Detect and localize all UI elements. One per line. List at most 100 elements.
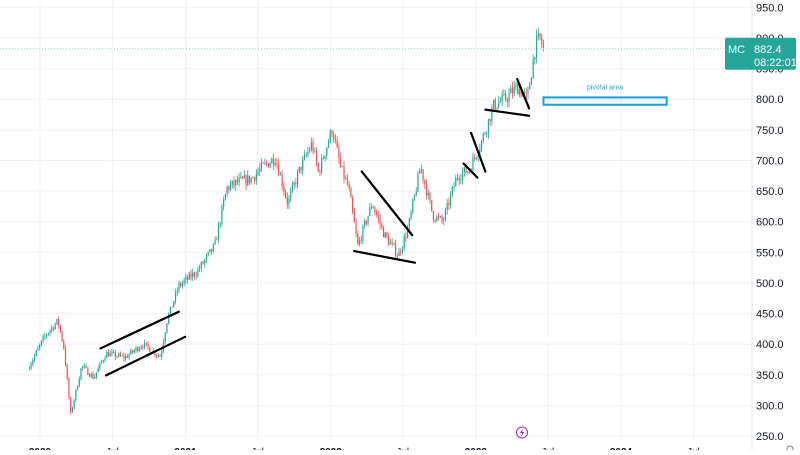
- y-tick-label: 350.0: [756, 370, 784, 382]
- candle: [145, 342, 147, 347]
- candle: [475, 157, 478, 161]
- candle-body: [298, 166, 300, 172]
- candle: [422, 168, 424, 184]
- candle: [288, 195, 290, 209]
- candle: [40, 340, 43, 347]
- candle: [398, 247, 400, 257]
- candle-body: [54, 323, 56, 330]
- candle-body: [228, 186, 230, 190]
- candle: [333, 130, 335, 143]
- candle: [511, 81, 514, 99]
- candle-body: [310, 142, 312, 150]
- candle-body: [113, 352, 115, 353]
- candle: [455, 174, 457, 187]
- candle-body: [111, 352, 113, 354]
- candle-body: [400, 251, 402, 253]
- candle-body: [70, 397, 72, 413]
- trendline[interactable]: [462, 162, 479, 179]
- candle-body: [281, 174, 283, 187]
- pivotal-area-zone[interactable]: pivotal area: [542, 84, 668, 106]
- candle-body: [39, 344, 41, 348]
- candle: [214, 236, 216, 246]
- candle-body: [178, 283, 180, 292]
- candle: [431, 200, 433, 212]
- trendline[interactable]: [104, 335, 187, 377]
- candle-body: [259, 168, 261, 172]
- candle-body: [537, 33, 539, 37]
- axis-settings[interactable]: [786, 445, 794, 453]
- candle-body: [434, 220, 436, 221]
- candle: [386, 231, 388, 239]
- trendline[interactable]: [516, 77, 531, 110]
- candle-body: [154, 350, 156, 355]
- candle: [296, 169, 299, 189]
- candle: [394, 239, 397, 258]
- candle-body: [369, 207, 371, 216]
- candle-body: [247, 175, 249, 185]
- candle-body: [173, 301, 175, 308]
- candle: [419, 168, 421, 175]
- candle: [243, 169, 245, 179]
- candle-body: [474, 157, 476, 159]
- gear-icon[interactable]: [786, 445, 794, 453]
- candle: [257, 167, 259, 177]
- trendline[interactable]: [360, 170, 414, 237]
- candle-body: [193, 272, 196, 277]
- candle: [78, 376, 80, 388]
- candle-body: [486, 132, 488, 134]
- candle-body: [269, 163, 271, 168]
- trendline[interactable]: [484, 108, 531, 117]
- candle-body: [398, 251, 400, 256]
- candle-body: [68, 378, 70, 398]
- trendline[interactable]: [353, 249, 417, 264]
- candle: [49, 329, 51, 337]
- candle: [542, 39, 545, 52]
- candle-body: [489, 119, 491, 122]
- candle-body: [284, 191, 287, 198]
- candle-body: [367, 215, 369, 224]
- candle-body: [407, 228, 409, 238]
- candle-body: [90, 373, 92, 377]
- drawings[interactable]: [99, 77, 531, 377]
- candle: [217, 221, 220, 244]
- candle-body: [224, 194, 226, 201]
- candle: [508, 88, 510, 108]
- candle-body: [266, 162, 268, 164]
- candle: [539, 32, 541, 41]
- candle: [176, 287, 178, 297]
- candle-body: [358, 239, 361, 245]
- candle: [193, 271, 196, 280]
- candle-body: [362, 225, 364, 241]
- candle-body: [465, 167, 467, 173]
- candle: [429, 191, 431, 204]
- candle: [200, 261, 202, 272]
- candle: [245, 173, 247, 191]
- candle: [149, 346, 151, 353]
- candle: [162, 338, 165, 353]
- candle-body: [441, 216, 443, 221]
- candle: [204, 258, 206, 268]
- zone-rect[interactable]: [542, 96, 668, 106]
- candle-body: [460, 179, 462, 181]
- candle: [343, 161, 345, 184]
- candle-body: [47, 333, 49, 335]
- lightning-icon[interactable]: [516, 426, 528, 439]
- candle-body: [66, 365, 68, 379]
- trendline[interactable]: [99, 310, 180, 350]
- candle: [312, 138, 314, 155]
- candle-body: [439, 216, 441, 218]
- event-marker[interactable]: [516, 426, 528, 439]
- candle-body: [171, 306, 173, 308]
- candle: [114, 349, 116, 361]
- candle: [92, 371, 94, 380]
- trendline[interactable]: [469, 131, 487, 173]
- candle: [58, 316, 60, 329]
- y-tick-label: 800.0: [756, 94, 784, 106]
- candle-body: [229, 184, 232, 190]
- candle: [173, 300, 175, 308]
- candle: [367, 215, 369, 227]
- candle: [68, 377, 70, 400]
- candle: [223, 196, 225, 211]
